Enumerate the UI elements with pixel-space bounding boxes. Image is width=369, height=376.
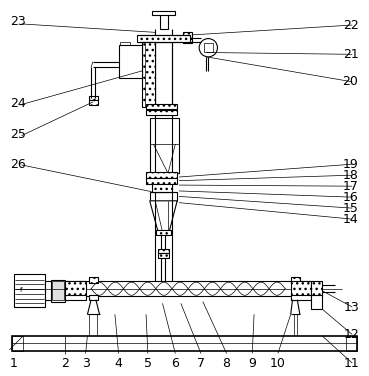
- Bar: [13, 336, 356, 351]
- Text: 1: 1: [10, 356, 17, 370]
- Bar: [156, 230, 171, 235]
- Bar: [146, 104, 177, 109]
- Text: 15: 15: [342, 202, 358, 215]
- Bar: [291, 281, 311, 296]
- Bar: [150, 118, 179, 173]
- Text: 17: 17: [342, 180, 358, 193]
- Bar: [65, 295, 86, 300]
- Text: 7: 7: [197, 356, 205, 370]
- Bar: [346, 336, 356, 351]
- Text: 23: 23: [11, 15, 26, 28]
- Text: 18: 18: [342, 169, 358, 182]
- Bar: [146, 110, 177, 115]
- Bar: [158, 249, 169, 253]
- Bar: [14, 274, 45, 307]
- Bar: [89, 96, 99, 100]
- Bar: [291, 295, 311, 300]
- Text: 8: 8: [223, 356, 231, 370]
- Bar: [120, 46, 130, 53]
- Bar: [160, 14, 168, 29]
- Bar: [142, 41, 155, 108]
- Polygon shape: [150, 201, 177, 232]
- Text: 9: 9: [248, 356, 256, 370]
- Text: 2: 2: [62, 356, 69, 370]
- Bar: [89, 100, 99, 105]
- Text: 6: 6: [172, 356, 179, 370]
- Text: 24: 24: [11, 97, 26, 110]
- Text: 20: 20: [342, 75, 358, 88]
- Text: 16: 16: [343, 191, 358, 204]
- Bar: [150, 192, 177, 201]
- Text: 25: 25: [11, 128, 27, 141]
- Bar: [65, 281, 313, 296]
- Text: 12: 12: [344, 328, 359, 341]
- Text: 11: 11: [344, 356, 359, 370]
- Bar: [183, 32, 192, 43]
- Bar: [45, 281, 60, 300]
- Bar: [311, 281, 322, 296]
- Text: 14: 14: [343, 213, 358, 226]
- Text: 5: 5: [144, 356, 152, 370]
- Bar: [155, 41, 172, 144]
- Bar: [89, 277, 99, 283]
- Bar: [146, 178, 177, 183]
- Bar: [158, 253, 169, 258]
- Text: 22: 22: [343, 18, 358, 32]
- Bar: [13, 336, 23, 351]
- Text: f: f: [20, 287, 22, 293]
- Bar: [65, 281, 86, 296]
- Bar: [120, 41, 130, 47]
- Text: 21: 21: [343, 48, 358, 61]
- Bar: [137, 35, 190, 41]
- Bar: [89, 295, 99, 300]
- Bar: [152, 183, 172, 192]
- Bar: [52, 281, 64, 300]
- Bar: [146, 172, 177, 178]
- Bar: [291, 277, 300, 283]
- Text: 13: 13: [344, 300, 359, 314]
- Text: 4: 4: [115, 356, 123, 370]
- Text: 19: 19: [343, 158, 358, 171]
- Bar: [311, 295, 322, 309]
- Bar: [291, 295, 300, 300]
- Text: 10: 10: [270, 356, 286, 370]
- Text: 3: 3: [82, 356, 90, 370]
- Bar: [204, 43, 213, 52]
- Bar: [118, 45, 142, 78]
- Text: 26: 26: [11, 158, 26, 171]
- Bar: [152, 11, 175, 15]
- Bar: [51, 279, 65, 302]
